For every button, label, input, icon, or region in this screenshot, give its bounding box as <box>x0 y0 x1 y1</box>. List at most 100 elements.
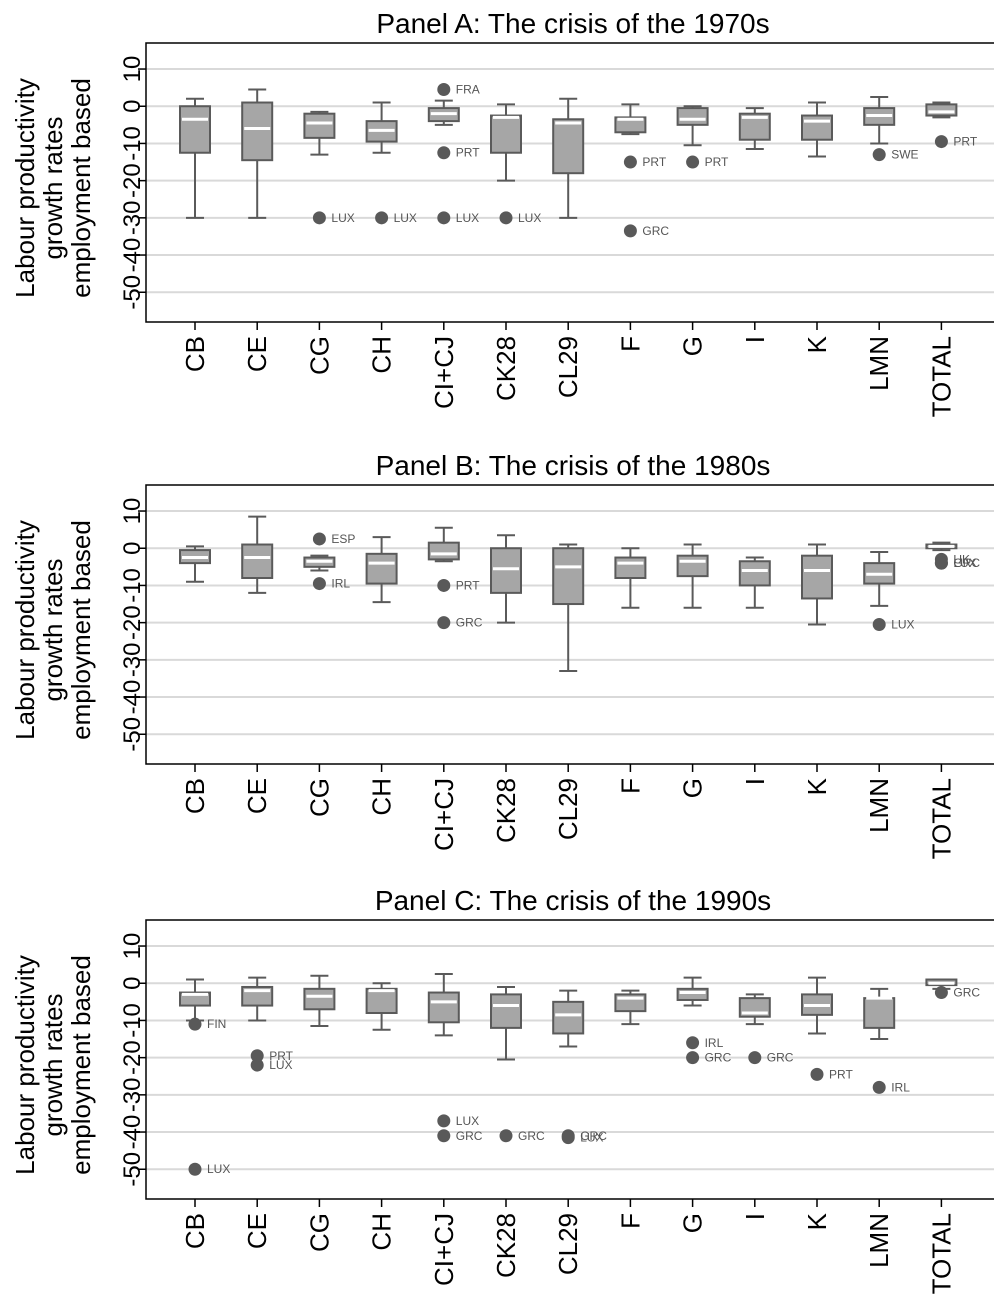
iqr-box <box>490 993 522 1029</box>
x-tick-label: CK28 <box>491 778 521 843</box>
outlier-point <box>810 1067 824 1081</box>
outlier-label: PRT <box>456 578 480 592</box>
outlier-point <box>437 211 451 225</box>
outlier-point <box>188 1162 202 1176</box>
x-tick-label: K <box>802 1212 832 1230</box>
box-I <box>738 107 771 151</box>
y-axis-title: Labour productivity <box>10 78 40 298</box>
outlier-label: PRT <box>953 135 977 149</box>
box-I <box>738 993 771 1026</box>
y-tick-label: -50 <box>119 1152 146 1187</box>
box-CG <box>303 110 336 156</box>
chart-title: Panel C: The crisis of the 1990s <box>375 885 771 916</box>
chart-title: Panel B: The crisis of the 1980s <box>376 450 771 481</box>
iqr-box <box>365 987 398 1015</box>
iqr-box <box>738 560 771 587</box>
x-tick-label: CG <box>304 336 334 375</box>
outlier-point <box>872 618 886 631</box>
outlier-point <box>437 1114 451 1128</box>
x-tick-label: CL29 <box>553 778 583 840</box>
outlier-point <box>499 1129 513 1143</box>
outlier-label: LUX <box>207 1162 230 1176</box>
x-tick-label: TOTAL <box>926 336 956 417</box>
outlier-label: LUX <box>394 211 417 225</box>
iqr-box <box>303 112 336 139</box>
x-tick-label: CK28 <box>491 336 521 401</box>
outlier-label: LUX <box>456 211 479 225</box>
box-CI+CJ <box>427 99 460 126</box>
outlier-point <box>375 211 389 225</box>
outlier-label: GRC <box>456 1129 483 1143</box>
y-axis-title: growth rates <box>38 558 68 701</box>
outlier-point <box>934 986 948 1000</box>
outlier-label: FIN <box>207 1017 226 1031</box>
outlier-point <box>686 155 700 169</box>
outlier-label: IRL <box>891 1080 910 1094</box>
y-tick-label: 0 <box>119 100 146 113</box>
y-tick-label: -30 <box>119 642 146 677</box>
x-tick-label: CG <box>304 1213 334 1252</box>
box-LMN <box>863 550 896 607</box>
x-tick-label: F <box>615 778 645 794</box>
outlier-label: PRT <box>829 1067 853 1081</box>
outlier-point <box>437 578 451 592</box>
y-tick-label: -30 <box>119 1077 146 1112</box>
box-CB <box>179 978 211 1022</box>
outlier-label: GRC <box>767 1051 794 1065</box>
outlier-point <box>934 556 948 570</box>
y-tick-label: -40 <box>119 680 146 715</box>
outlier-label: ESP <box>331 532 355 546</box>
iqr-box <box>427 991 460 1024</box>
chart-title: Panel A: The crisis of the 1970s <box>376 8 769 39</box>
iqr-box <box>179 105 211 154</box>
plot-frame <box>145 42 994 323</box>
iqr-box <box>241 101 274 162</box>
x-tick-label: LMN <box>864 778 894 833</box>
outlier-point <box>312 532 326 546</box>
outlier-label: LUX <box>456 1114 479 1128</box>
x-tick-label: CB <box>180 778 210 814</box>
y-axis-title: employment based <box>66 955 96 1175</box>
y-tick-label: -50 <box>119 275 146 310</box>
box-K <box>801 101 833 158</box>
x-tick-label: CE <box>242 778 272 814</box>
x-tick-label: I <box>740 778 770 785</box>
x-tick-label: CB <box>180 336 210 372</box>
outlier-label: GRC <box>580 1129 607 1143</box>
outlier-point <box>250 1058 264 1072</box>
box-G <box>676 543 709 609</box>
box-TOTAL <box>925 978 958 990</box>
box-LMN <box>863 987 896 1041</box>
x-tick-label: CH <box>367 336 397 374</box>
box-CB <box>179 97 211 219</box>
x-tick-label: K <box>802 335 832 353</box>
outlier-point <box>437 616 451 630</box>
box-CL29 <box>552 543 585 672</box>
outlier-point <box>312 577 326 591</box>
box-F <box>614 989 647 1026</box>
outlier-point <box>623 224 637 238</box>
y-tick-label: -20 <box>119 163 146 198</box>
y-tick-label: 10 <box>119 56 146 83</box>
x-tick-label: CI+CJ <box>429 336 459 409</box>
box-CG <box>303 554 336 572</box>
y-tick-label: -40 <box>119 238 146 273</box>
outlier-point <box>561 1131 575 1145</box>
outlier-point <box>872 148 886 162</box>
box-CI+CJ <box>427 972 460 1037</box>
box-TOTAL <box>925 541 958 552</box>
plot-frame <box>145 484 994 765</box>
outlier-label: IRL <box>331 577 350 591</box>
box-CE <box>241 88 274 219</box>
x-tick-label: I <box>740 336 770 343</box>
outlier-point <box>872 1080 886 1094</box>
panel-a: Panel A: The crisis of the 1970s 10 0 -10-2… <box>10 8 994 417</box>
iqr-box <box>427 541 460 561</box>
panel-c: Panel C: The crisis of the 1990s 10 0 -10-2… <box>10 885 994 1294</box>
iqr-box <box>552 118 585 175</box>
outlier-label: LUX <box>331 211 354 225</box>
y-axis-title: employment based <box>66 520 96 740</box>
x-tick-label: CG <box>304 778 334 817</box>
box-F <box>614 547 647 609</box>
outlier-label: GRC <box>953 556 980 570</box>
